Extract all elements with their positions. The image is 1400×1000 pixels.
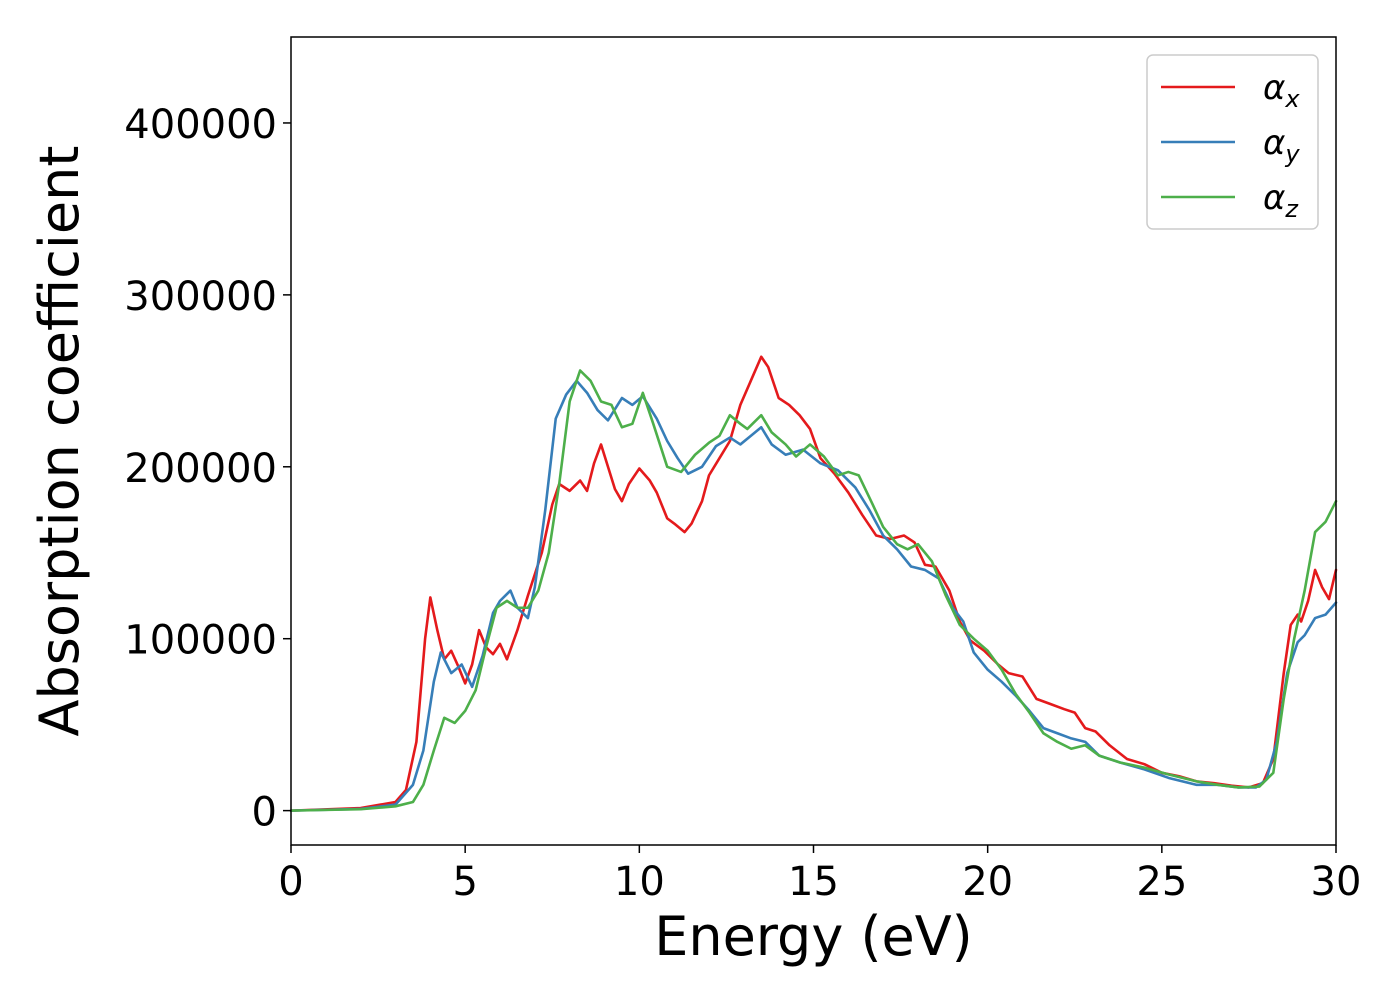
legend-label-x: αx (1263, 68, 1300, 113)
y-axis-label: Absorption coefficient (28, 146, 91, 737)
y-axis: 0 100000 200000 300000 400000 (124, 102, 291, 836)
x-axis: 0 5 10 15 20 25 30 (278, 845, 1361, 905)
x-axis-label: Energy (eV) (654, 905, 973, 968)
x-tick-label: 25 (1136, 859, 1187, 905)
y-tick-label: 100000 (124, 618, 277, 664)
x-tick-label: 20 (962, 859, 1013, 905)
series-line-y (289, 379, 1338, 812)
y-tick-label: 400000 (124, 102, 277, 148)
legend-label-y: αy (1263, 123, 1300, 168)
legend: αx αy αz (1146, 54, 1319, 230)
x-tick-label: 15 (788, 859, 839, 905)
x-tick-label: 10 (614, 859, 665, 905)
series-layer (289, 355, 1338, 812)
y-tick-label: 200000 (124, 446, 277, 492)
x-tick-label: 0 (278, 859, 303, 905)
legend-label-z: αz (1263, 178, 1299, 223)
series-line-z (289, 369, 1338, 812)
y-tick-label: 300000 (124, 274, 277, 320)
y-tick-label: 0 (252, 790, 277, 836)
x-tick-label: 5 (452, 859, 477, 905)
x-tick-label: 30 (1311, 859, 1362, 905)
